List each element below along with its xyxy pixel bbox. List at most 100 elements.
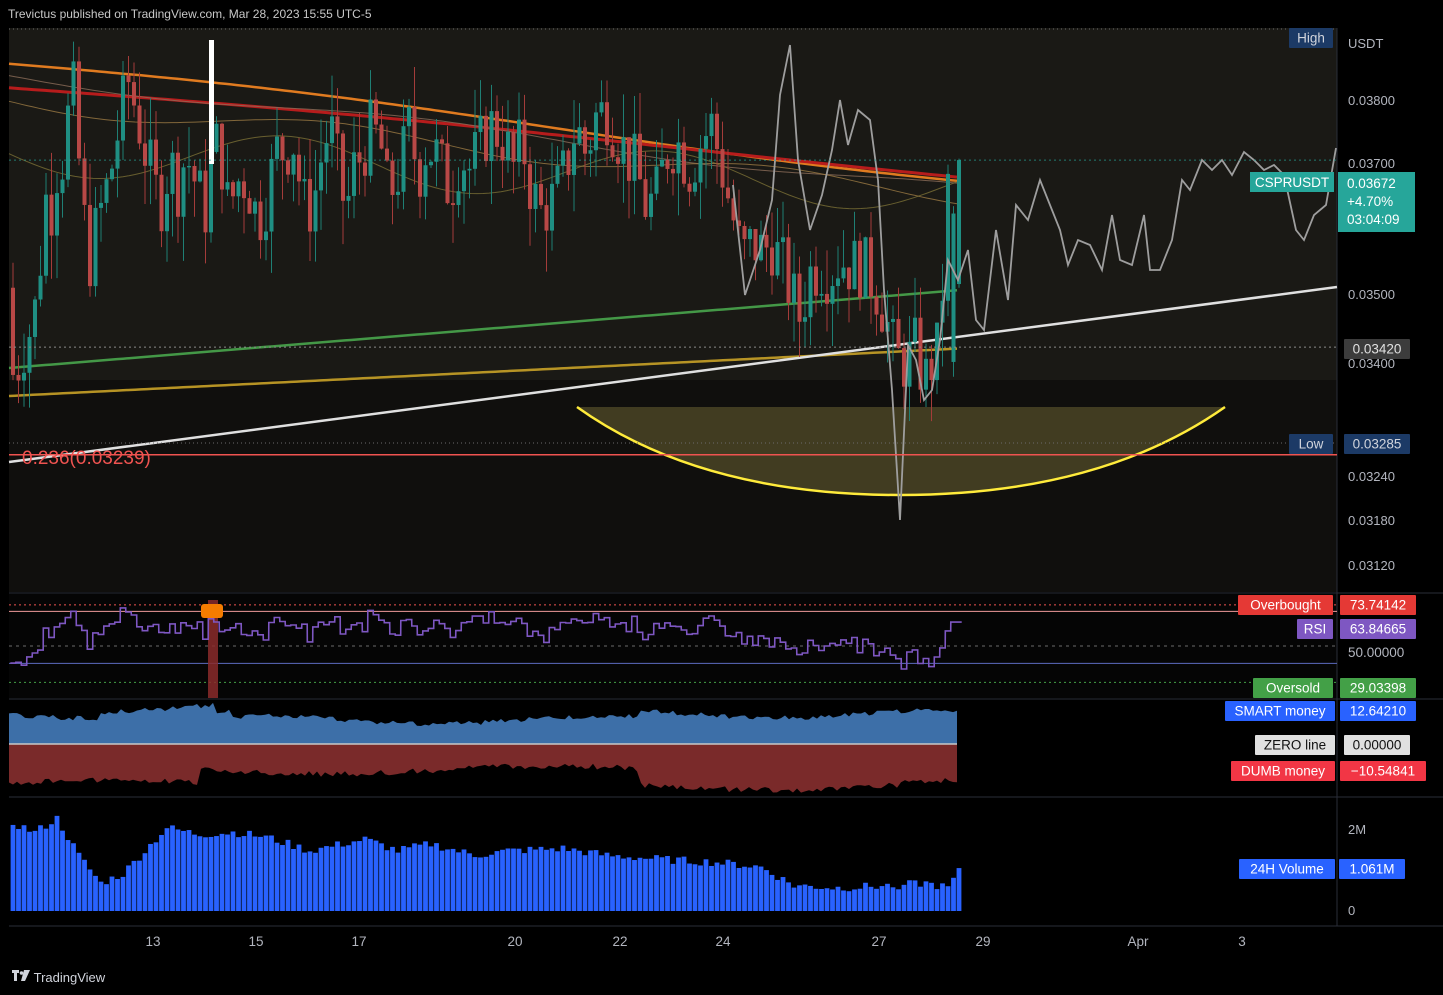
volume-bar[interactable] xyxy=(808,885,813,911)
volume-bar[interactable] xyxy=(280,845,285,911)
volume-bar[interactable] xyxy=(263,835,269,911)
candle[interactable] xyxy=(891,305,895,362)
volume-bar[interactable] xyxy=(802,884,808,911)
candle[interactable] xyxy=(957,158,961,288)
volume-bar[interactable] xyxy=(500,849,505,911)
volume-bar[interactable] xyxy=(846,891,852,911)
candle[interactable] xyxy=(242,168,246,234)
candle[interactable] xyxy=(275,108,279,171)
volume-bar[interactable] xyxy=(599,855,604,911)
volume-bar[interactable] xyxy=(593,850,599,911)
candle[interactable] xyxy=(401,99,406,210)
volume-bar[interactable] xyxy=(489,854,494,911)
candle[interactable] xyxy=(66,93,70,188)
candle[interactable] xyxy=(247,190,252,214)
candle[interactable] xyxy=(654,139,659,201)
volume-bar[interactable] xyxy=(780,877,786,911)
volume-bar[interactable] xyxy=(720,864,725,911)
volume-bar[interactable] xyxy=(423,841,428,911)
dumb-money-area[interactable] xyxy=(9,744,957,793)
candle[interactable] xyxy=(770,212,774,295)
volume-bar[interactable] xyxy=(478,857,483,911)
candle[interactable] xyxy=(841,230,846,283)
volume-bar[interactable] xyxy=(632,860,637,911)
volume-bar[interactable] xyxy=(923,881,929,911)
volume-bar[interactable] xyxy=(258,836,263,911)
candle[interactable] xyxy=(781,201,785,284)
volume-bar[interactable] xyxy=(307,851,313,911)
volume-bar[interactable] xyxy=(225,834,230,911)
candle[interactable] xyxy=(302,155,307,201)
volume-bar[interactable] xyxy=(49,824,54,911)
volume-bar[interactable] xyxy=(137,860,142,911)
volume-bar[interactable] xyxy=(786,882,791,911)
volume-bar[interactable] xyxy=(670,863,676,911)
candle[interactable] xyxy=(649,177,653,231)
volume-bar[interactable] xyxy=(450,848,456,911)
candle[interactable] xyxy=(946,164,950,317)
candle[interactable] xyxy=(665,154,670,184)
projection-line[interactable] xyxy=(732,44,1337,521)
candle[interactable] xyxy=(495,95,499,162)
candle[interactable] xyxy=(748,226,752,257)
candle[interactable] xyxy=(115,110,120,198)
candle[interactable] xyxy=(280,133,285,200)
candle[interactable] xyxy=(814,246,818,313)
volume-bar[interactable] xyxy=(335,841,340,911)
volume-bar[interactable] xyxy=(434,843,439,911)
candle[interactable] xyxy=(561,135,565,177)
candle[interactable] xyxy=(627,137,631,219)
volume-bar[interactable] xyxy=(71,843,76,911)
volume-bar[interactable] xyxy=(93,875,98,911)
candle[interactable] xyxy=(93,186,98,297)
volume-bar[interactable] xyxy=(456,852,461,911)
volume-bar[interactable] xyxy=(566,851,571,911)
candle[interactable] xyxy=(44,172,48,284)
candle[interactable] xyxy=(539,166,543,209)
volume-bar[interactable] xyxy=(16,828,21,911)
volume-bar[interactable] xyxy=(164,828,170,911)
volume-bar[interactable] xyxy=(505,848,511,911)
volume-bar[interactable] xyxy=(835,886,841,911)
highlight-candle[interactable] xyxy=(209,40,214,164)
candle[interactable] xyxy=(214,116,219,154)
candle[interactable] xyxy=(709,97,714,169)
candle[interactable] xyxy=(434,119,439,187)
volume-bar[interactable] xyxy=(98,881,104,911)
candle[interactable] xyxy=(319,119,323,230)
volume-bar[interactable] xyxy=(945,886,951,911)
candle[interactable] xyxy=(170,140,175,237)
candle[interactable] xyxy=(126,55,131,120)
volume-bar[interactable] xyxy=(615,855,621,911)
volume-bar[interactable] xyxy=(192,834,197,911)
volume-bar[interactable] xyxy=(379,843,384,911)
candle[interactable] xyxy=(643,151,648,220)
volume-bar[interactable] xyxy=(604,852,610,911)
candle[interactable] xyxy=(753,229,758,281)
candle[interactable] xyxy=(132,62,136,118)
volume-bar[interactable] xyxy=(934,889,940,911)
volume-bar[interactable] xyxy=(852,889,857,911)
volume-bar[interactable] xyxy=(230,831,236,911)
candle[interactable] xyxy=(830,275,835,347)
candle[interactable] xyxy=(456,167,461,218)
candle[interactable] xyxy=(577,103,582,146)
candle[interactable] xyxy=(544,188,549,272)
candle[interactable] xyxy=(253,197,257,232)
volume-bar[interactable] xyxy=(186,830,192,911)
volume-bar[interactable] xyxy=(830,889,835,911)
candle[interactable] xyxy=(775,207,780,280)
volume-bar[interactable] xyxy=(868,886,874,911)
volume-bar[interactable] xyxy=(357,841,362,911)
candle[interactable] xyxy=(473,89,477,186)
candle[interactable] xyxy=(808,251,813,346)
volume-bar[interactable] xyxy=(758,866,764,911)
volume-bar[interactable] xyxy=(791,887,797,911)
candle[interactable] xyxy=(605,80,609,166)
candle[interactable] xyxy=(154,111,158,200)
volume-bar[interactable] xyxy=(54,815,60,911)
volume-bar[interactable] xyxy=(885,883,890,911)
candle[interactable] xyxy=(418,151,422,219)
volume-bar[interactable] xyxy=(82,859,87,911)
